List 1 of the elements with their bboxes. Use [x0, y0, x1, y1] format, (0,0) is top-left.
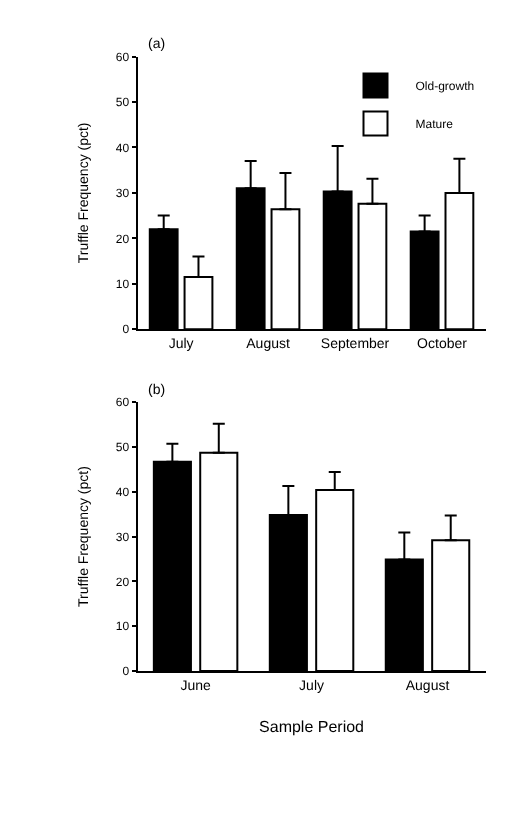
x-axis-title: Sample Period: [259, 717, 365, 736]
